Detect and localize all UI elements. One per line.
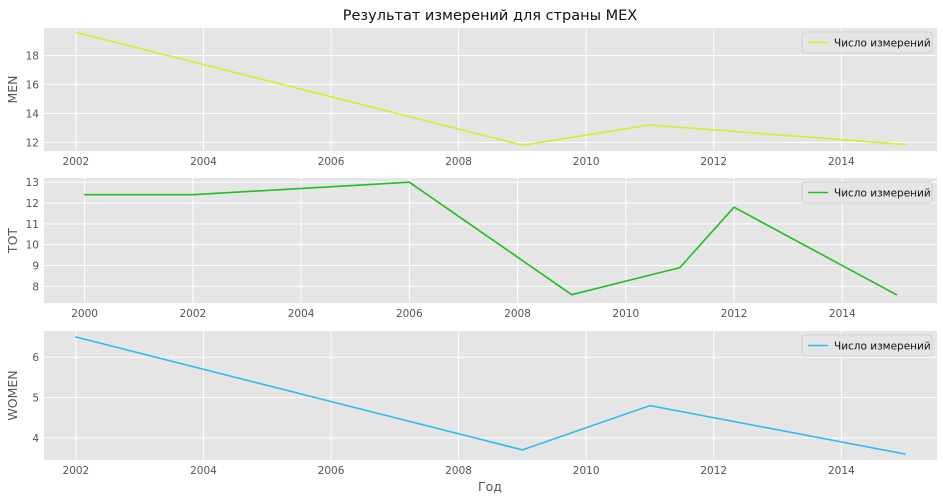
y-tick-label: 12 (26, 137, 39, 149)
legend (801, 334, 933, 357)
y-tick-label: 18 (26, 50, 39, 62)
x-tick-label: 2002 (63, 465, 90, 477)
y-tick-label: 8 (32, 281, 39, 293)
legend (801, 181, 933, 204)
y-axis-label: TOT (5, 228, 20, 254)
x-tick-label: 2008 (445, 156, 472, 168)
y-tick-label: 14 (26, 108, 40, 120)
subplot-3: 2002 2004 2006 2008 2010 2012 2014 4 5 6 WOMEN Числ… (5, 331, 937, 477)
x-tick-label: 2010 (573, 465, 600, 477)
x-tick-label: 2006 (318, 465, 345, 477)
x-tick-label: 2010 (612, 308, 639, 320)
y-tick-label: 12 (26, 198, 39, 210)
x-tick-label: 2012 (700, 465, 727, 477)
x-tick-label: 2002 (179, 308, 206, 320)
figure-title: Результат измерений для страны MEX (343, 8, 638, 24)
y-axis-label: MEN (5, 75, 20, 103)
y-tick-label: 11 (26, 219, 39, 231)
x-tick-label: 2014 (828, 156, 855, 168)
legend-label: Число измерений (834, 38, 931, 50)
x-tick-label: 2000 (71, 308, 98, 320)
plot-area (44, 28, 937, 151)
series-line (75, 336, 906, 455)
y-tick-label: 5 (32, 393, 39, 405)
legend-label: Число измерений (834, 341, 931, 353)
subplot-1: 2002 2004 2006 2008 2010 2012 2014 12 14 16 18 MEN Ч… (5, 28, 937, 168)
x-tick-label: 2002 (63, 156, 90, 168)
x-tick-label: 2006 (318, 156, 345, 168)
subplot-2: 2000 2002 2004 2006 2008 2010 2012 2014 8 9 10 11 12… (5, 177, 937, 320)
series-line (75, 31, 906, 146)
x-tick-label: 2014 (829, 308, 856, 320)
x-tick-label: 2012 (721, 308, 748, 320)
x-tick-label: 2004 (190, 156, 217, 168)
x-tick-label: 2012 (700, 156, 727, 168)
x-tick-label: 2004 (288, 308, 315, 320)
y-tick-label: 4 (32, 433, 39, 445)
plot-area (44, 331, 937, 460)
y-axis-label: WOMEN (5, 370, 20, 420)
x-tick-label: 2008 (445, 465, 472, 477)
x-tick-label: 2010 (573, 156, 600, 168)
y-tick-label: 13 (26, 177, 39, 189)
x-tick-label: 2008 (504, 308, 531, 320)
y-tick-label: 10 (26, 240, 39, 252)
x-tick-label: 2014 (828, 465, 855, 477)
y-tick-label: 6 (32, 352, 39, 364)
x-tick-label: 2004 (190, 465, 217, 477)
legend-label: Число измерений (834, 188, 931, 200)
subplots: 2002 2004 2006 2008 2010 2012 2014 12 14 16 18 MEN Ч… (5, 28, 937, 477)
series-line (83, 181, 898, 296)
legend (801, 31, 933, 54)
y-tick-label: 9 (32, 261, 39, 273)
x-tick-label: 2006 (396, 308, 423, 320)
x-axis-label: Год (478, 479, 502, 494)
y-tick-label: 16 (26, 79, 40, 91)
